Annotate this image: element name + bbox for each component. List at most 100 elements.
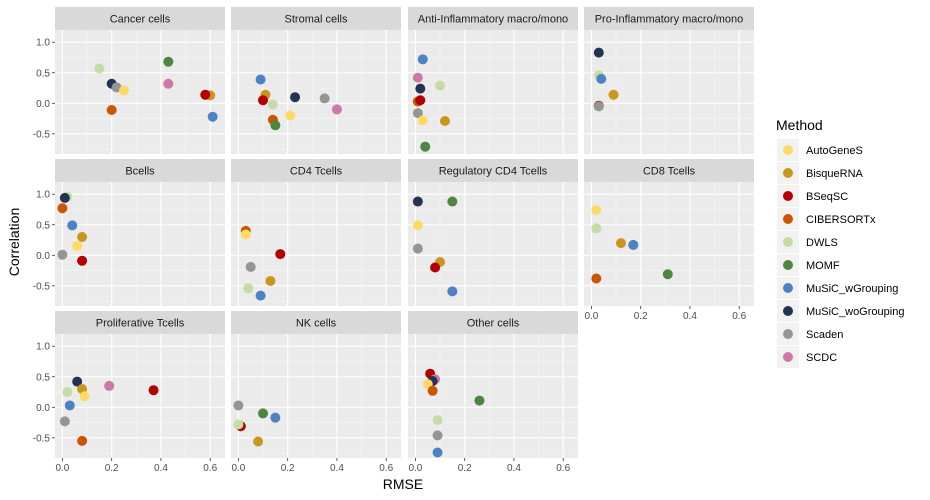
panel-background: [55, 30, 225, 154]
facet-strip: [55, 311, 225, 334]
data-point: MOMF: [420, 141, 431, 152]
facet-panel: Cancer cellsDWLSMuSiC_woGroupingScadenAu…: [55, 7, 225, 154]
data-point: AutoGeneS: [118, 85, 129, 96]
legend-item: SCDC: [777, 346, 837, 368]
panel-background: [408, 334, 578, 458]
data-point: Scaden: [412, 108, 423, 119]
data-point: DWLS: [243, 283, 254, 294]
facet-title: Stromal cells: [285, 14, 348, 26]
data-point: MuSiC_wGrouping: [432, 447, 443, 458]
y-axis-title: Correlation: [6, 208, 22, 276]
data-point: MuSiC_woGrouping: [290, 92, 301, 103]
data-point: MuSiC_wGrouping: [67, 220, 78, 231]
data-point: MuSiC_wGrouping: [270, 412, 281, 423]
legend-label: BisqueRNA: [806, 168, 864, 180]
data-point: BSeqSC: [415, 95, 426, 106]
facet-panels: Cancer cellsDWLSMuSiC_woGroupingScadenAu…: [55, 7, 754, 458]
facet-title: Pro-Inflammatory macro/mono: [595, 14, 744, 26]
data-point: BisqueRNA: [608, 89, 619, 100]
legend-key: [783, 352, 793, 362]
facet-panel: Pro-Inflammatory macro/mono MuSiC_woGroup…: [584, 7, 754, 154]
y-tick-label: -0.5: [33, 281, 51, 292]
data-point: Scaden: [412, 243, 423, 254]
axes: -0.5 0.0 0.5 1.0 -0.5 0.0 0.5 1.0 0.0 0.2 0.4 0.6 -0…: [6, 38, 747, 492]
data-point: MOMF: [270, 120, 281, 131]
data-point: MOMF: [258, 408, 269, 419]
data-point: AutoGeneS: [591, 205, 602, 216]
panel-background: [231, 30, 401, 154]
data-point: DWLS: [591, 223, 602, 234]
legend-key: [783, 168, 793, 178]
data-point: Scaden: [59, 416, 70, 427]
facet-strip: [231, 7, 401, 30]
data-point: DWLS: [62, 387, 73, 398]
facet-strip: [408, 159, 578, 182]
data-point: Scaden: [593, 101, 604, 112]
y-tick-label: 0.5: [36, 68, 50, 79]
y-tick-label: -0.5: [33, 433, 51, 444]
data-point: MuSiC_wGrouping: [628, 239, 639, 250]
data-point: MuSiC_wGrouping: [255, 74, 266, 85]
x-tick-label: 0.6: [203, 463, 217, 474]
data-point: BSeqSC: [200, 89, 211, 100]
facet-title: CD4 Tcells: [290, 166, 343, 178]
data-point: MuSiC_wGrouping: [64, 400, 75, 411]
facet-panel: Regulatory CD4 Tcells MuSiC_woGrouping MOM…: [408, 159, 578, 306]
y-tick-label: 0.5: [36, 372, 50, 383]
facet-strip: [55, 7, 225, 30]
data-point: MuSiC_wGrouping: [596, 73, 607, 84]
data-point: AutoGeneS: [417, 115, 428, 126]
legend-title: Method: [776, 117, 823, 133]
panel-background: [231, 182, 401, 306]
y-tick-label: 0.0: [36, 403, 50, 414]
data-point: BSeqSC: [148, 385, 159, 396]
data-point: DWLS: [435, 80, 446, 91]
legend-key: [783, 283, 793, 293]
x-tick-label: 0.4: [154, 463, 168, 474]
x-tick-label: 0.6: [379, 463, 393, 474]
x-tick-label: 0.4: [507, 463, 521, 474]
facet-strip: [231, 159, 401, 182]
data-point: DWLS: [94, 63, 105, 74]
legend-label: BSeqSC: [806, 191, 848, 203]
x-tick-label: 0.6: [732, 311, 746, 322]
facet-panel: NK cellsScadenMOMFMuSiC_wGroupingBSeqSCD…: [231, 311, 401, 458]
legend: Method AutoGeneS BisqueRNA BSeqSC CIBERSORTx…: [776, 117, 904, 368]
legend-label: MuSiC_wGrouping: [806, 283, 898, 295]
legend-label: AutoGeneS: [806, 145, 863, 157]
x-tick-label: 0.0: [231, 463, 245, 474]
data-point: DWLS: [233, 419, 244, 430]
data-point: BisqueRNA: [265, 275, 276, 286]
legend-item: MuSiC_woGrouping: [777, 300, 904, 322]
data-point: MOMF: [474, 395, 485, 406]
x-tick-label: 0.0: [408, 463, 422, 474]
data-point: MOMF: [163, 56, 174, 67]
facet-title: Regulatory CD4 Tcells: [439, 166, 548, 178]
legend-label: SCDC: [806, 352, 837, 364]
facet-strip: [584, 7, 754, 30]
data-point: MOMF: [662, 269, 673, 280]
data-point: SCDC: [412, 72, 423, 83]
data-point: Scaden: [57, 249, 68, 260]
legend-item: BSeqSC: [777, 185, 848, 207]
data-point: BSeqSC: [77, 255, 88, 266]
data-point: SCDC: [163, 78, 174, 89]
legend-key: [783, 214, 793, 224]
data-point: CIBERSORTx: [57, 203, 68, 214]
data-point: MuSiC_woGrouping: [72, 376, 83, 387]
y-tick-label: 0.0: [36, 251, 50, 262]
legend-key: [783, 191, 793, 201]
y-tick-label: 1.0: [36, 38, 50, 49]
data-point: Scaden: [319, 93, 330, 104]
data-point: SCDC: [331, 104, 342, 115]
facet-strip: [408, 7, 578, 30]
x-tick-label: 0.6: [556, 463, 570, 474]
facet-strip: [231, 311, 401, 334]
x-tick-label: 0.0: [55, 463, 69, 474]
facet-panel: CD4 TcellsCIBERSORTxAutoGeneSBSeqSCScade…: [231, 159, 401, 306]
x-tick-label: 0.2: [634, 311, 648, 322]
facet-panel: CD8 Tcells AutoGeneS DWLS BisqueRNAMuSiC_wG…: [584, 159, 754, 306]
facet-panel: BcellsDWLSMuSiC_woGroupingCIBERSORTxMuSi…: [55, 159, 225, 306]
legend-key: [783, 260, 793, 270]
